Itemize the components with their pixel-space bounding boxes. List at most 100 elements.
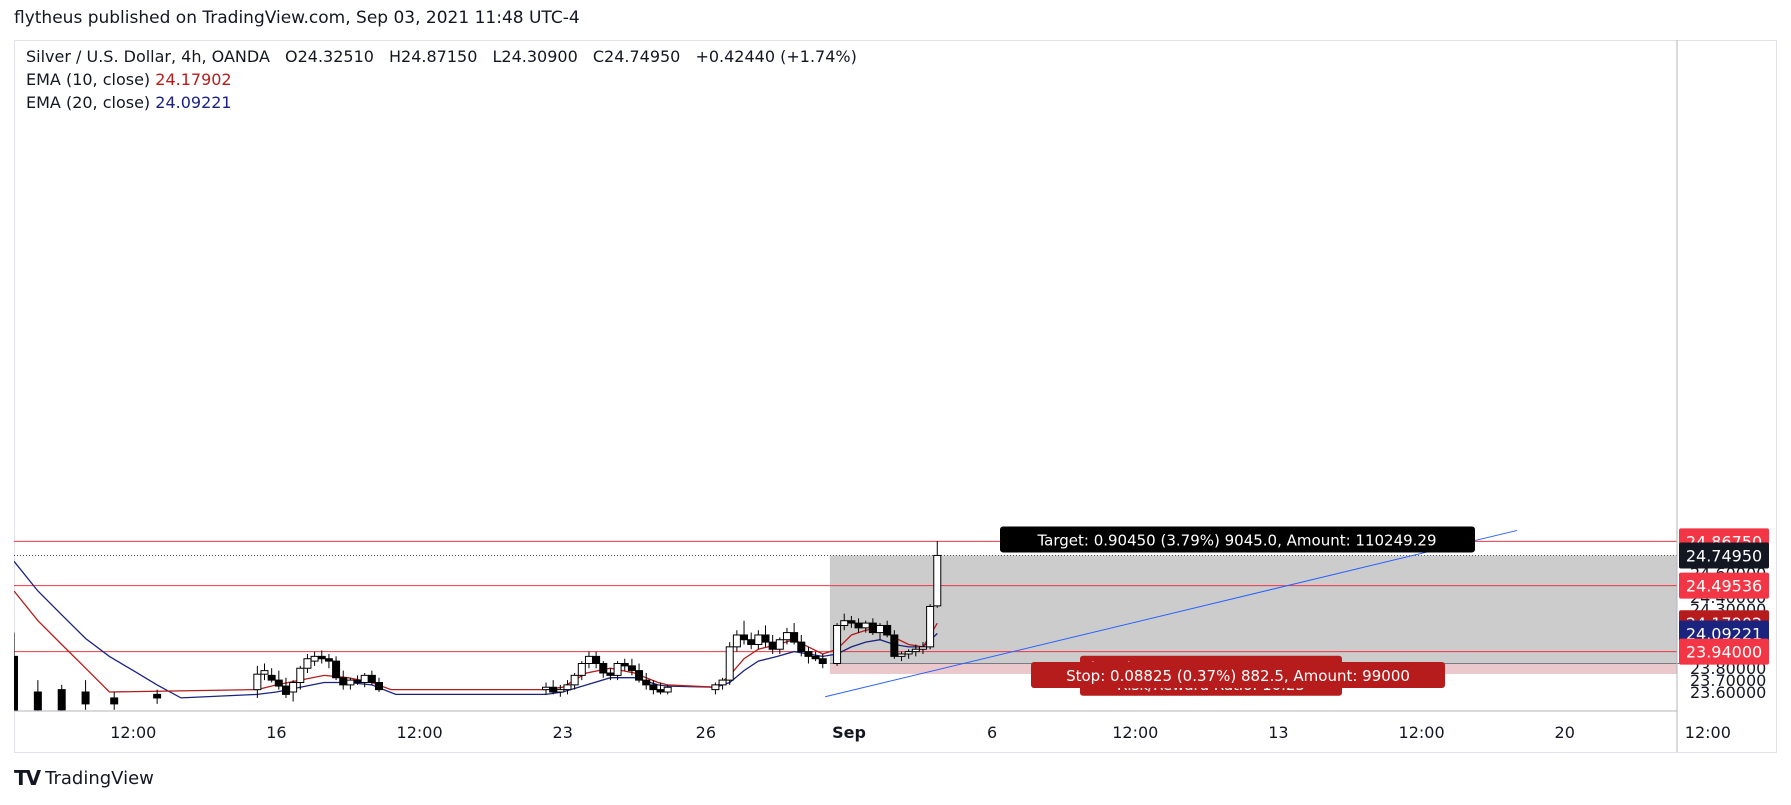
candle-body-62 (861, 622, 870, 629)
candle-body-32 (599, 662, 608, 674)
price-tick-0: 23.60000 (1690, 683, 1766, 702)
candle-body-69 (911, 648, 920, 653)
candle-body-39 (649, 684, 658, 691)
ema10-value: 24.17902 (155, 70, 232, 89)
trendline (825, 529, 1518, 698)
ema20-label: EMA (20, close) (26, 93, 151, 112)
candle-body-21 (360, 674, 369, 683)
price-label-box-2 (1679, 572, 1769, 599)
candle-body-45 (732, 634, 741, 648)
candle-body-43 (718, 679, 727, 686)
tradingview-logo-icon: TV (14, 766, 41, 790)
candle-body-2 (57, 689, 66, 711)
time-tick-3: 23 (553, 723, 573, 742)
time-tick-10: 20 (1555, 723, 1575, 742)
time-tick-1: 16 (266, 723, 286, 742)
time-tick-7: 12:00 (1112, 723, 1158, 742)
close-value: 24.74950 (604, 47, 681, 66)
candle-body-33 (606, 672, 615, 676)
time-tick-5: Sep (832, 723, 866, 742)
ema20-legend[interactable]: EMA (20, close) 24.09221 (26, 93, 232, 112)
candle-body-47 (747, 639, 756, 645)
symbol-name: Silver / U.S. Dollar, 4h, OANDA (26, 47, 270, 66)
candle-body-30 (584, 655, 593, 664)
price-tick-1: 23.70000 (1690, 671, 1766, 690)
time-tick-9: 12:00 (1399, 723, 1445, 742)
candle-body-36 (627, 665, 636, 672)
candle-body-8 (267, 674, 276, 681)
candle-body-59 (840, 620, 849, 626)
ema20-value: 24.09221 (155, 93, 232, 112)
change-value: +0.42440 (+1.74%) (695, 47, 857, 66)
candle-body-34 (613, 662, 622, 676)
ema10-legend[interactable]: EMA (10, close) 24.17902 (26, 70, 232, 89)
candle-body-54 (797, 641, 806, 653)
high-value: 24.87150 (401, 47, 478, 66)
chart-frame (14, 40, 1777, 753)
candle-body-70 (918, 646, 927, 650)
candle-body-25 (549, 686, 558, 693)
candle-body-12 (296, 667, 305, 683)
candle-body-53 (790, 632, 799, 643)
low-label: L (492, 47, 502, 66)
stop-label-box (1031, 661, 1445, 688)
candle-body-55 (804, 651, 813, 657)
tradingview-brand[interactable]: TV TradingView (14, 766, 154, 790)
candle-body-48 (754, 634, 763, 645)
candle-body-22 (367, 674, 376, 683)
candle-body-11 (289, 681, 298, 693)
candle-body-38 (642, 679, 651, 686)
time-tick-11: 12:00 (1685, 723, 1731, 742)
candle-body-10 (281, 685, 290, 695)
candle-body-41 (663, 686, 672, 693)
candle-body-72 (933, 554, 942, 607)
price-label-box-1 (1679, 542, 1769, 569)
candle-body-35 (620, 662, 629, 667)
candle-body-28 (570, 674, 579, 686)
candle-body-66 (890, 634, 899, 657)
low-value: 24.30900 (501, 47, 578, 66)
candle-body-26 (556, 689, 565, 693)
candle-body-1 (33, 691, 42, 711)
candle-body-44 (725, 646, 734, 681)
stop-label: Stop: 0.08825 (0.37%) 882.5, Amount: 990… (1066, 667, 1410, 685)
candle-body-68 (904, 651, 913, 655)
price-label-5: 23.94000 (1686, 643, 1762, 662)
candle-body-56 (811, 655, 820, 660)
time-tick-4: 26 (696, 723, 716, 742)
candle-body-13 (303, 658, 312, 669)
candle-body-61 (854, 622, 863, 629)
symbol-legend: Silver / U.S. Dollar, 4h, OANDA O24.3251… (26, 47, 857, 66)
candle-body-58 (833, 624, 842, 664)
close-label: C (592, 47, 605, 66)
candle-body-63 (868, 622, 877, 634)
brand-name: TradingView (45, 767, 154, 789)
ema10-label: EMA (10, close) (26, 70, 151, 89)
ema10-line (14, 590, 938, 693)
candle-body-24 (542, 686, 551, 691)
price-label-1: 24.74950 (1686, 546, 1762, 565)
time-tick-6: 6 (987, 723, 997, 742)
candle-body-18 (339, 677, 348, 686)
target-label: Target: 0.90450 (3.79%) 9045.0, Amount: … (1036, 531, 1436, 549)
candle-body-65 (883, 624, 892, 636)
candle-body-51 (775, 639, 784, 650)
candle-body-42 (711, 684, 720, 691)
candle-body-49 (761, 634, 770, 643)
candle-body-46 (740, 634, 749, 641)
candle-body-6 (253, 673, 262, 691)
candle-body-40 (656, 689, 665, 693)
price-label-box-5 (1679, 638, 1769, 665)
candle-body-20 (353, 679, 362, 683)
candle-body-52 (782, 632, 791, 641)
candle-body-4 (110, 697, 119, 705)
open-value: 24.32510 (297, 47, 374, 66)
candle-body-29 (577, 662, 586, 676)
target-label-box (1000, 526, 1475, 553)
candle-body-17 (332, 660, 341, 679)
candle-body-5 (153, 693, 162, 699)
candle-body-19 (346, 679, 355, 686)
candle-body-50 (768, 641, 777, 650)
candle-body-71 (926, 605, 935, 648)
